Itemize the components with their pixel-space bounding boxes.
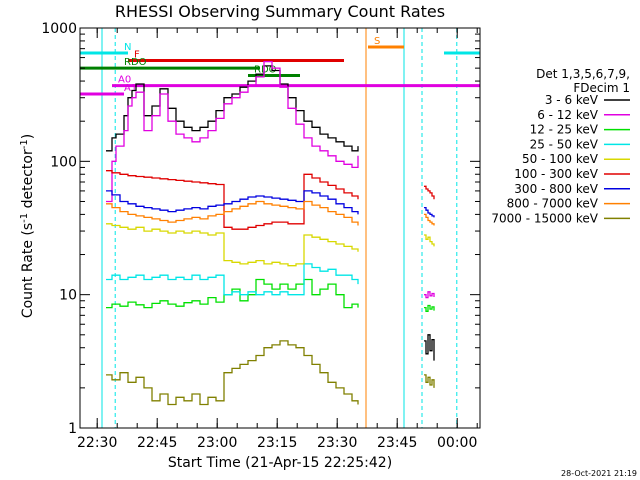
series-line-9-segment-1 bbox=[106, 340, 359, 406]
y-axis-label-superscript-1: -1 bbox=[19, 213, 30, 223]
x-tick-label-4: 23:15 bbox=[257, 435, 297, 451]
generation-timestamp: 28-Oct-2021 21:19 bbox=[561, 469, 637, 478]
legend-header-fdecim: FDecim 1 bbox=[573, 81, 630, 95]
legend-entry-5: 50 - 100 keV bbox=[522, 152, 599, 166]
series-line-8-segment-2 bbox=[424, 213, 435, 226]
series-line-2-segment-2 bbox=[424, 291, 435, 299]
y-axis: 1000 100 10 1 bbox=[41, 21, 480, 437]
legend-entry-6: 100 - 300 keV bbox=[514, 167, 598, 181]
y-axis-label: Count Rate (s-1 detector-1) bbox=[19, 134, 36, 318]
y-axis-label-main: Count Rate (s bbox=[20, 223, 36, 318]
legend-entry-1: 3 - 6 keV bbox=[545, 93, 599, 107]
x-tick-label-2: 22:45 bbox=[137, 435, 177, 451]
x-axis: 22:30 22:45 23:00 23:15 23:30 23:45 00:00 bbox=[77, 28, 478, 451]
legend-entry-4: 25 - 50 keV bbox=[530, 137, 599, 151]
flag-label-rdo-3: RDO bbox=[124, 57, 147, 68]
series-line-8-segment-1 bbox=[106, 200, 359, 226]
flag-label-rdo-4: RDO bbox=[254, 65, 277, 76]
legend-entry-2: 6 - 12 keV bbox=[537, 108, 599, 122]
flag-label-a0-5: A0 bbox=[118, 75, 131, 86]
series-line-6-segment-2 bbox=[424, 185, 435, 200]
y-tick-label-2: 100 bbox=[50, 154, 77, 170]
flag-label-f-2: F bbox=[134, 50, 140, 61]
legend-entry-9: 7000 - 15000 keV bbox=[491, 211, 598, 225]
series-line-9-segment-2 bbox=[424, 374, 435, 388]
legend-header-detectors: Det 1,3,5,6,7,9, bbox=[536, 67, 630, 81]
series-line-7-segment-1 bbox=[106, 190, 359, 215]
series-line-5-segment-1 bbox=[106, 223, 359, 267]
series-line-2-segment-1 bbox=[106, 60, 359, 203]
flag-label-n-1: N bbox=[124, 42, 131, 53]
series-line-3-segment-1 bbox=[106, 278, 359, 309]
series-line-5-segment-2 bbox=[424, 234, 435, 247]
series-line-4-segment-1 bbox=[106, 263, 359, 296]
flag-label-a1-6: A1 bbox=[124, 83, 137, 94]
x-tick-label-6: 23:45 bbox=[377, 435, 417, 451]
y-tick-label-4: 1 bbox=[68, 421, 77, 437]
flag-label-s-7: S bbox=[374, 36, 380, 47]
legend-entry-8: 800 - 7000 keV bbox=[507, 197, 599, 211]
chart-title: RHESSI Observing Summary Count Rates bbox=[115, 2, 445, 21]
legend-entry-7: 300 - 800 keV bbox=[514, 182, 598, 196]
y-axis-label-superscript-2: -1 bbox=[19, 139, 30, 149]
series-line-1-segment-1 bbox=[106, 65, 359, 152]
y-tick-label-1: 1000 bbox=[41, 21, 77, 37]
x-tick-label-5: 23:30 bbox=[317, 435, 357, 451]
x-tick-label-3: 23:00 bbox=[197, 435, 237, 451]
x-tick-label-7: 00:00 bbox=[437, 435, 477, 451]
series-line-7-segment-2 bbox=[424, 206, 435, 218]
series-line-6-segment-1 bbox=[106, 170, 359, 230]
y-axis-label-detector: detector bbox=[20, 149, 36, 213]
series-line-3-segment-2 bbox=[424, 304, 435, 312]
y-tick-label-3: 10 bbox=[59, 288, 77, 304]
plot-frame bbox=[79, 27, 481, 429]
legend-entry-3: 12 - 25 keV bbox=[530, 123, 599, 137]
x-tick-label-1: 22:30 bbox=[77, 435, 117, 451]
y-axis-label-end: ) bbox=[20, 134, 36, 139]
x-axis-label: Start Time (21-Apr-15 22:25:42) bbox=[168, 455, 392, 471]
series-line-1-segment-2 bbox=[424, 334, 435, 361]
